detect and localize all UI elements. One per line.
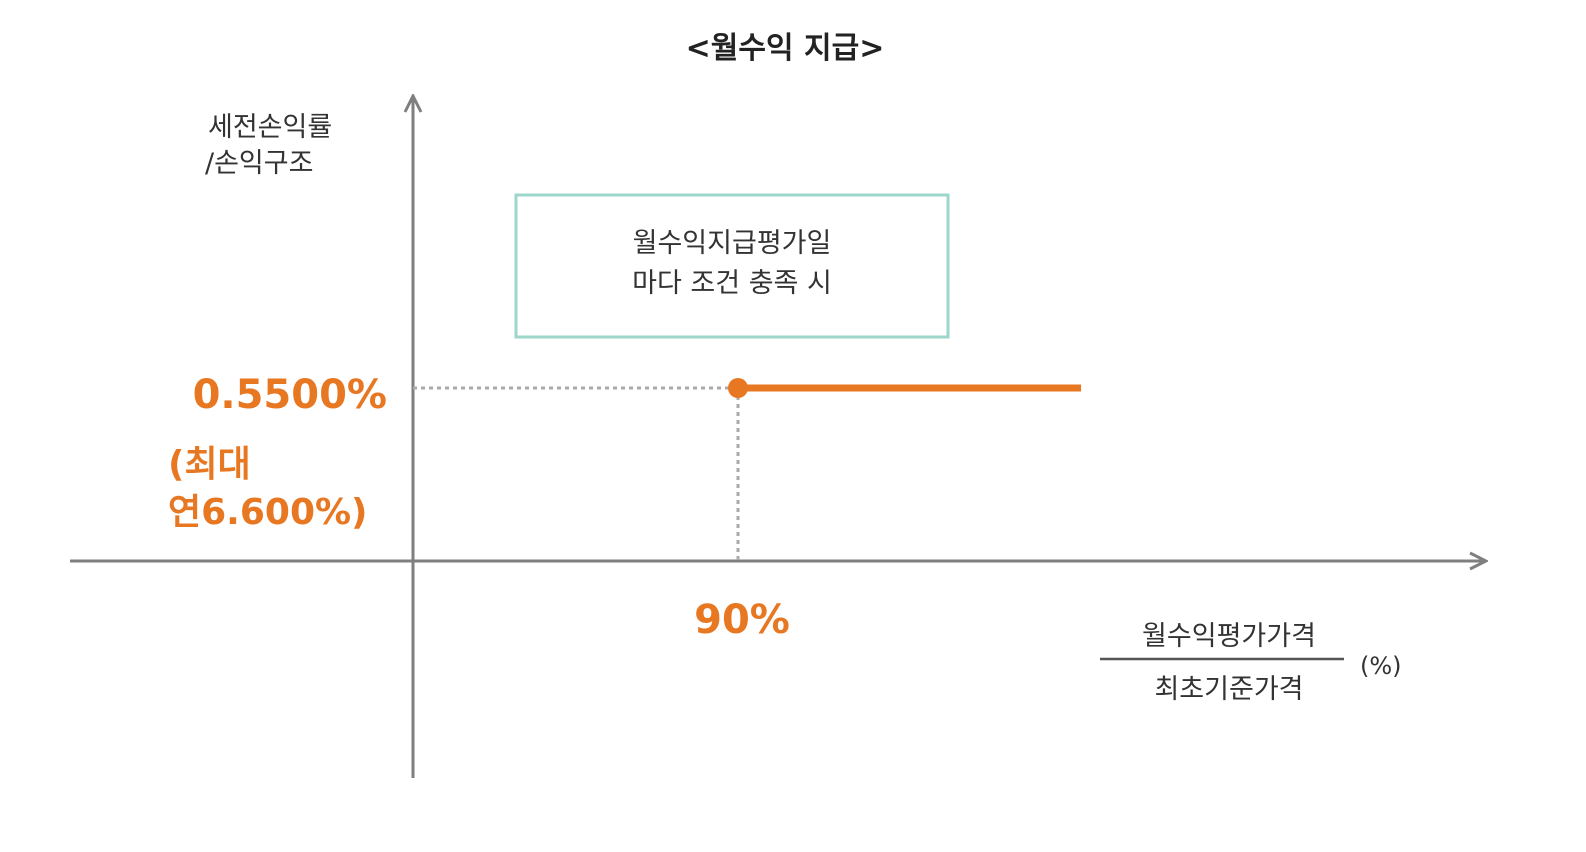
y-value-label: 0.5500% [193,372,387,418]
x-value-label: 90% [694,597,790,643]
condition-box-line1: 월수익지급평가일 [633,228,832,259]
y-axis-label-line1: 세전손익률 [208,112,332,143]
x-axis-unit: (%) [1360,652,1402,680]
y-value-note-line2: 연6.600%) [168,492,368,533]
condition-box-line2: 마다 조건 충족 시 [632,268,832,299]
x-axis-numerator: 월수익평가가격 [1142,621,1316,652]
y-axis-label-line2: /손익구조 [205,148,313,179]
payout-start-point [728,378,748,398]
chart-title: <월수익 지급> [686,31,885,66]
condition-box [514,193,950,339]
y-value-note-line1: (최대 [168,444,251,485]
x-axis-denominator: 최초기준가격 [1154,674,1303,705]
